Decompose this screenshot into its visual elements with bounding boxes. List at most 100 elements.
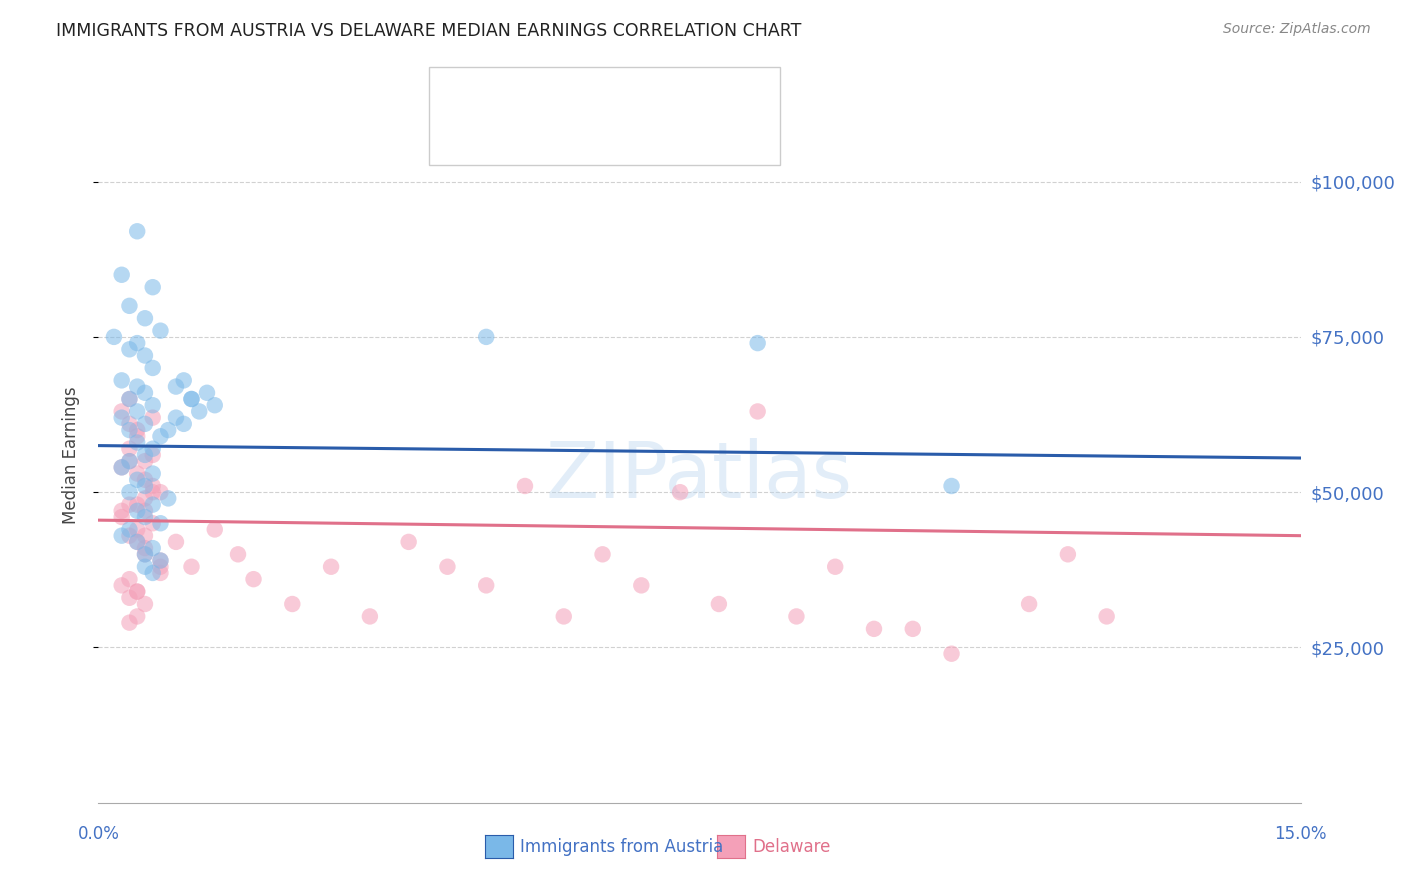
Text: 56: 56 — [630, 87, 655, 104]
Point — [142, 467, 165, 481]
Point — [142, 516, 165, 531]
Point — [747, 404, 769, 418]
Point — [118, 454, 141, 468]
Point — [142, 280, 165, 294]
Point — [103, 330, 125, 344]
Point — [1057, 547, 1080, 561]
Text: Delaware: Delaware — [752, 838, 831, 855]
Point — [149, 429, 172, 443]
Point — [149, 559, 172, 574]
Point — [127, 435, 149, 450]
Point — [142, 479, 165, 493]
Point — [747, 336, 769, 351]
Point — [127, 534, 149, 549]
Text: ZIPatlas: ZIPatlas — [546, 438, 853, 514]
Point — [180, 392, 202, 406]
Point — [188, 404, 211, 418]
Point — [127, 336, 149, 351]
Point — [111, 460, 134, 475]
Point — [941, 647, 963, 661]
Point — [707, 597, 730, 611]
Point — [111, 460, 134, 475]
Point — [118, 572, 141, 586]
Point — [242, 572, 264, 586]
Point — [127, 584, 149, 599]
Point — [157, 491, 180, 506]
Point — [180, 559, 202, 574]
Point — [118, 591, 141, 605]
Point — [111, 410, 134, 425]
Point — [398, 534, 420, 549]
Point — [142, 398, 165, 412]
Point — [204, 398, 226, 412]
Point — [941, 479, 963, 493]
Point — [118, 423, 141, 437]
Point — [149, 324, 172, 338]
Point — [127, 404, 149, 418]
Point — [142, 566, 165, 580]
Point — [204, 523, 226, 537]
Point — [669, 485, 692, 500]
Point — [149, 516, 172, 531]
Point — [134, 479, 156, 493]
Point — [134, 529, 156, 543]
Point — [149, 566, 172, 580]
Point — [436, 559, 458, 574]
Text: IMMIGRANTS FROM AUSTRIA VS DELAWARE MEDIAN EARNINGS CORRELATION CHART: IMMIGRANTS FROM AUSTRIA VS DELAWARE MEDI… — [56, 22, 801, 40]
Point — [127, 467, 149, 481]
Text: R =: R = — [489, 127, 529, 145]
Point — [863, 622, 886, 636]
Point — [134, 473, 156, 487]
Point — [592, 547, 614, 561]
Point — [173, 417, 195, 431]
Point — [157, 423, 180, 437]
Point — [118, 442, 141, 456]
Point — [134, 491, 156, 506]
Point — [142, 541, 165, 555]
Point — [127, 423, 149, 437]
Point — [165, 410, 187, 425]
Point — [134, 541, 156, 555]
Point — [118, 392, 141, 406]
Point — [134, 547, 156, 561]
Point — [149, 553, 172, 567]
Point — [173, 373, 195, 387]
Point — [475, 330, 498, 344]
Point — [118, 529, 141, 543]
Point — [142, 410, 165, 425]
Point — [142, 360, 165, 375]
Y-axis label: Median Earnings: Median Earnings — [62, 386, 80, 524]
Point — [319, 559, 342, 574]
Point — [118, 454, 141, 468]
Point — [513, 479, 536, 493]
Point — [127, 473, 149, 487]
Text: -0.074: -0.074 — [531, 127, 596, 145]
Point — [118, 299, 141, 313]
Point — [127, 224, 149, 238]
Point — [127, 504, 149, 518]
Point — [111, 404, 134, 418]
Point — [142, 498, 165, 512]
Point — [127, 379, 149, 393]
Point — [111, 268, 134, 282]
Point — [195, 385, 218, 400]
Point — [134, 510, 156, 524]
Point — [134, 597, 156, 611]
Point — [901, 622, 924, 636]
Point — [118, 523, 141, 537]
Point — [134, 349, 156, 363]
Point — [226, 547, 249, 561]
Point — [111, 373, 134, 387]
Point — [118, 485, 141, 500]
Point — [165, 379, 187, 393]
Point — [359, 609, 381, 624]
Point — [142, 448, 165, 462]
Point — [127, 584, 149, 599]
Point — [134, 547, 156, 561]
Point — [142, 485, 165, 500]
Point — [127, 534, 149, 549]
Point — [553, 609, 575, 624]
Point — [118, 417, 141, 431]
Point — [134, 417, 156, 431]
Point — [142, 442, 165, 456]
